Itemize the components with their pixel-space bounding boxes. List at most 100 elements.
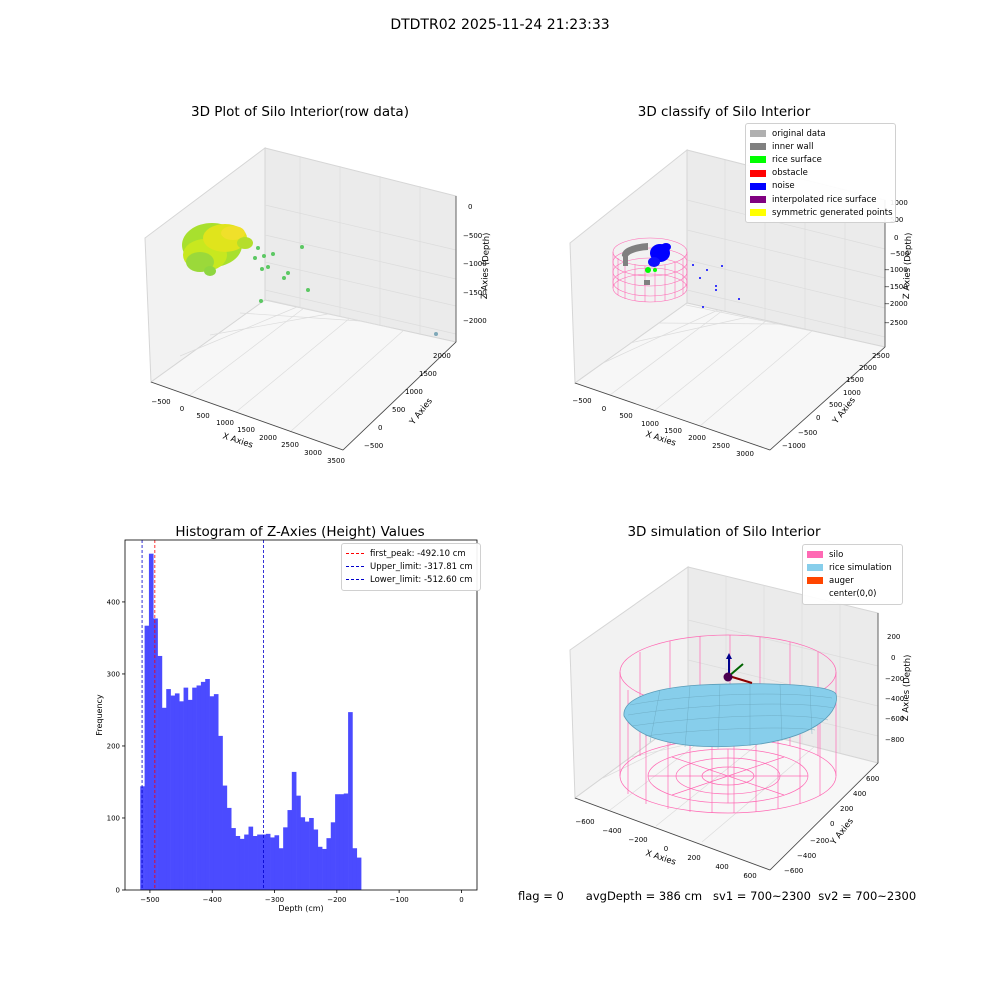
plot1-z-ticks: 0 −500 −1000 −1500 −2000 [463,203,487,325]
histogram-bar [304,821,310,890]
y-tick-label: 400 [107,598,120,606]
svg-text:0: 0 [891,654,895,662]
svg-text:600: 600 [743,872,756,880]
svg-text:2000: 2000 [259,434,277,442]
svg-text:1500: 1500 [846,376,864,384]
histogram-y-ticks: 0 100 200 300 400 [107,598,125,895]
svg-text:2500: 2500 [712,442,730,450]
histogram-bar [205,678,210,890]
svg-text:−500: −500 [798,429,817,437]
histogram-bar [339,794,345,890]
histogram-bar [313,829,319,890]
histogram-bar [196,685,202,890]
legend-swatch [807,577,823,585]
x-tick-label: 0 [459,896,463,904]
svg-text:−1000: −1000 [782,442,806,450]
plot1-y-label: Y Axies [407,396,435,428]
x-tick-label: −300 [265,896,284,904]
svg-text:−200: −200 [885,675,904,683]
histogram-bar [330,822,336,890]
legend-swatch [750,156,766,164]
plot1-x-axis [150,381,344,451]
svg-text:3000: 3000 [304,449,322,457]
histogram-bar [335,794,340,890]
plot2-y-label: Y Axies [830,395,858,427]
svg-text:200: 200 [887,633,900,641]
plot4-x-axis [574,797,771,871]
plot4-x-ticks: −600 −400 −200 0 200 400 600 [575,818,756,880]
legend-swatch [750,169,766,177]
plot1-y-ticks: −500 0 500 1000 1500 2000 [364,352,451,450]
svg-text:2000: 2000 [433,352,451,360]
legend-item-inner-wall: inner wall [750,140,891,153]
y-tick-label: 300 [107,670,120,678]
svg-text:1000: 1000 [890,199,908,207]
histogram-bar [213,694,219,890]
svg-text:−500: −500 [572,397,591,405]
legend-line-swatch [346,566,364,568]
histogram-bar [174,693,180,890]
plot4-rice-surface [623,683,837,748]
histogram-bar [291,771,297,890]
legend-item-lower-limit: Lower_limit: -512.60 cm [346,573,476,586]
legend-swatch [750,130,766,138]
histogram-bar [148,553,154,890]
histogram-bar [317,846,323,890]
svg-text:200: 200 [687,854,700,862]
legend-item-silo: silo [807,548,898,561]
histogram-bar [200,681,206,890]
legend-item-rice-surface: rice surface [750,153,891,166]
svg-text:0: 0 [830,820,834,828]
svg-text:400: 400 [715,863,728,871]
x-tick-label: −200 [327,896,346,904]
status-sv2: sv2 = 700~2300 [818,889,917,903]
histogram-x-ticks: −500 −400 −300 −200 −100 0 [140,890,464,904]
svg-text:−200: −200 [810,837,829,845]
plot2-legend: original data inner wall rice surface ob… [745,123,896,224]
legend-item-noise: noise [750,180,891,193]
histogram-bar [222,785,228,890]
plot4-x-label: X Axies [644,848,677,867]
histogram-bar [166,689,171,890]
plot2-x-ticks: −500 0 500 1000 1500 2000 2500 3000 [572,397,754,458]
legend-swatch [750,209,766,217]
legend-item-original-data: original data [750,127,891,140]
plot1-far-point [434,332,438,336]
plot1-3d-scatter: −500 0 500 1000 1500 2000 2500 3000 3500… [144,147,492,465]
plot1-x-label: X Axies [221,431,254,450]
histogram-bar [183,687,189,890]
svg-text:1500: 1500 [664,427,682,435]
histogram-bar [170,695,176,890]
plot3-frame [124,539,478,891]
legend-swatch [750,182,766,190]
svg-text:600: 600 [866,775,879,783]
plot4-z-ticks: 200 0 −200 −400 −600 −800 [885,633,904,744]
histogram-bar [265,833,271,890]
plot3-legend: first_peak: -492.10 cm Upper_limit: -317… [341,543,481,591]
histogram-bars [140,553,362,890]
plot4-z-label: Z Axies (Depth) [901,654,913,721]
x-tick-label: −400 [203,896,222,904]
plot3-x-label: Depth (cm) [278,904,323,913]
plot2-noise-points [692,264,740,308]
svg-text:200: 200 [840,805,853,813]
histogram-bar [140,786,145,890]
svg-text:−500: −500 [151,398,170,406]
histogram-bar [270,837,275,890]
svg-text:2000: 2000 [688,434,706,442]
svg-text:−500: −500 [364,442,383,450]
legend-item-symmetric-generated-points: symmetric generated points [750,206,893,219]
legend-swatch [807,551,823,559]
svg-text:1000: 1000 [405,388,423,396]
histogram-bar [239,838,245,890]
svg-text:500: 500 [890,216,903,224]
legend-item-upper-limit: Upper_limit: -317.81 cm [346,560,476,573]
histogram-bar [226,807,232,890]
svg-text:0: 0 [378,424,382,432]
histogram-bar [179,701,184,890]
histogram-bar [192,687,197,890]
plot4-auger-marker [723,653,753,684]
svg-text:−400: −400 [797,852,816,860]
histogram-reference-lines [141,540,264,890]
histogram-bar [218,735,223,890]
